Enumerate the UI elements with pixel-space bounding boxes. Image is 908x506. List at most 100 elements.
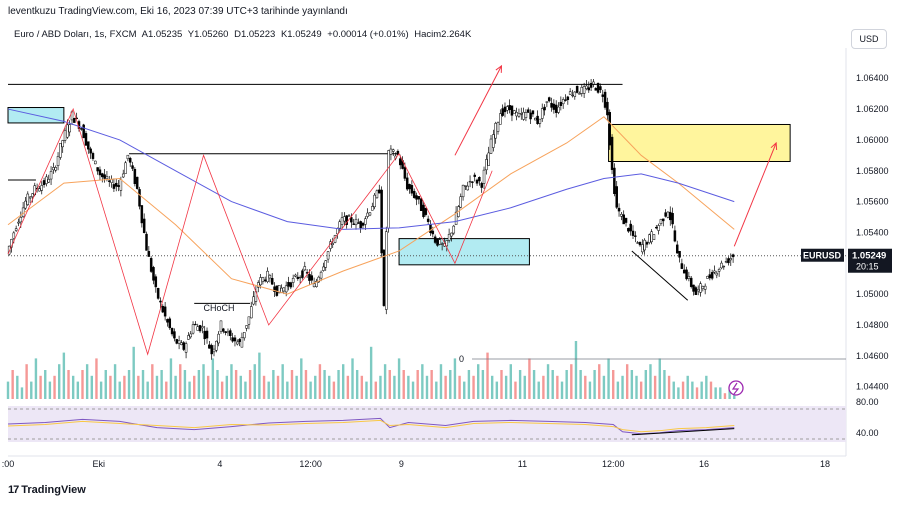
x-tick-label: :00	[2, 459, 15, 469]
candle-body	[634, 235, 637, 237]
volume-bar	[635, 375, 638, 399]
volume-bar	[369, 346, 373, 399]
volume-bar	[127, 370, 131, 399]
candle-body	[352, 223, 355, 225]
candle-body	[138, 189, 141, 207]
currency-button[interactable]: USD	[851, 29, 887, 49]
volume-bar	[272, 370, 275, 399]
candle-body	[229, 330, 232, 336]
volume-bar	[588, 381, 592, 399]
candle-body	[543, 106, 546, 111]
candle-body	[566, 96, 570, 100]
price-tag	[848, 248, 892, 273]
candle-body	[380, 189, 383, 254]
candle-body	[324, 260, 327, 268]
volume-bar	[11, 370, 14, 399]
volume-bar	[230, 364, 233, 399]
candle-body	[231, 337, 234, 342]
candle-body	[371, 206, 374, 211]
candle-body	[720, 262, 723, 269]
candle-body	[524, 112, 528, 118]
volume-bar	[355, 370, 359, 399]
y-tick-label: 1.04800	[856, 320, 889, 330]
candle-body	[513, 110, 516, 114]
candle-body	[403, 167, 407, 179]
candle-body	[620, 213, 623, 217]
volume-bar	[318, 364, 322, 399]
candle-body	[366, 212, 369, 217]
candle-body	[454, 211, 458, 225]
symbol-name[interactable]: Euro / ABD Doları, 1s, FXCM	[14, 29, 137, 40]
candle-body	[40, 185, 44, 191]
candle-body	[480, 183, 483, 188]
volume-bar	[523, 375, 526, 399]
change-value: +0.00014 (+0.01%)	[327, 29, 409, 40]
candle-body	[166, 319, 169, 323]
candle-body	[191, 324, 195, 334]
candle-body	[296, 276, 300, 279]
zone-2	[608, 123, 791, 162]
candle-body	[387, 150, 390, 229]
volume-bar	[281, 364, 284, 399]
candle-body	[338, 221, 341, 229]
volume-bar	[504, 375, 508, 399]
candle-body	[682, 269, 686, 274]
candle-body	[438, 239, 442, 245]
candle-body	[575, 85, 579, 93]
volume-bar	[295, 375, 298, 399]
candle-body	[468, 180, 472, 183]
candle-body	[429, 224, 432, 234]
volume-bar	[225, 375, 229, 399]
candle-body	[687, 275, 691, 279]
volume-bar	[514, 381, 517, 399]
candle-body	[636, 242, 639, 244]
volume-bar	[551, 370, 554, 399]
volume-bar	[197, 370, 201, 399]
candle-body	[608, 112, 611, 146]
volume-bar	[397, 358, 401, 399]
y-tick-label: 1.04600	[856, 351, 889, 361]
candle-body	[38, 188, 41, 192]
candle-body	[126, 154, 130, 160]
choch-label: CHoCH	[204, 303, 235, 313]
candle-body	[331, 243, 334, 245]
y-tick-label: 1.05400	[856, 227, 889, 237]
volume-bar	[644, 370, 648, 399]
candle-body	[294, 274, 297, 277]
volume-bar	[639, 381, 643, 399]
candle-body	[522, 111, 525, 120]
candle-body	[422, 204, 425, 218]
volume-bar	[132, 346, 135, 399]
volume-bar	[691, 381, 694, 399]
volume-bar	[556, 375, 559, 399]
volume-value: Hacim2.264K	[414, 29, 472, 40]
volume-bar	[495, 381, 499, 399]
countdown-text: 20:15	[856, 262, 879, 272]
candle-body	[724, 261, 728, 263]
candle-body	[252, 296, 255, 305]
candle-body	[233, 337, 237, 342]
candle-body	[350, 217, 353, 223]
volume-bar	[612, 370, 615, 399]
volume-bar	[34, 358, 38, 399]
candle-body	[694, 287, 698, 295]
tradingview-footer[interactable]: 17 TradingView	[8, 484, 86, 496]
volume-bar	[374, 381, 377, 399]
volume-bar	[90, 375, 93, 399]
candle-body	[571, 94, 574, 97]
candle-body	[196, 326, 199, 331]
volume-bar	[435, 381, 438, 399]
volume-bar	[649, 364, 652, 399]
candle-body	[336, 228, 339, 235]
volume-bar	[719, 387, 722, 399]
x-tick-label: 18	[820, 459, 830, 469]
volume-bar	[472, 375, 475, 399]
candle-body	[156, 287, 160, 299]
candle-body	[675, 244, 679, 254]
candle-body	[310, 275, 314, 281]
candle-body	[717, 269, 721, 272]
symbol-bar: Euro / ABD Doları, 1s, FXCM A1.05235 Y1.…	[14, 29, 474, 40]
volume-bar	[686, 375, 689, 399]
volume-bar	[463, 381, 466, 399]
